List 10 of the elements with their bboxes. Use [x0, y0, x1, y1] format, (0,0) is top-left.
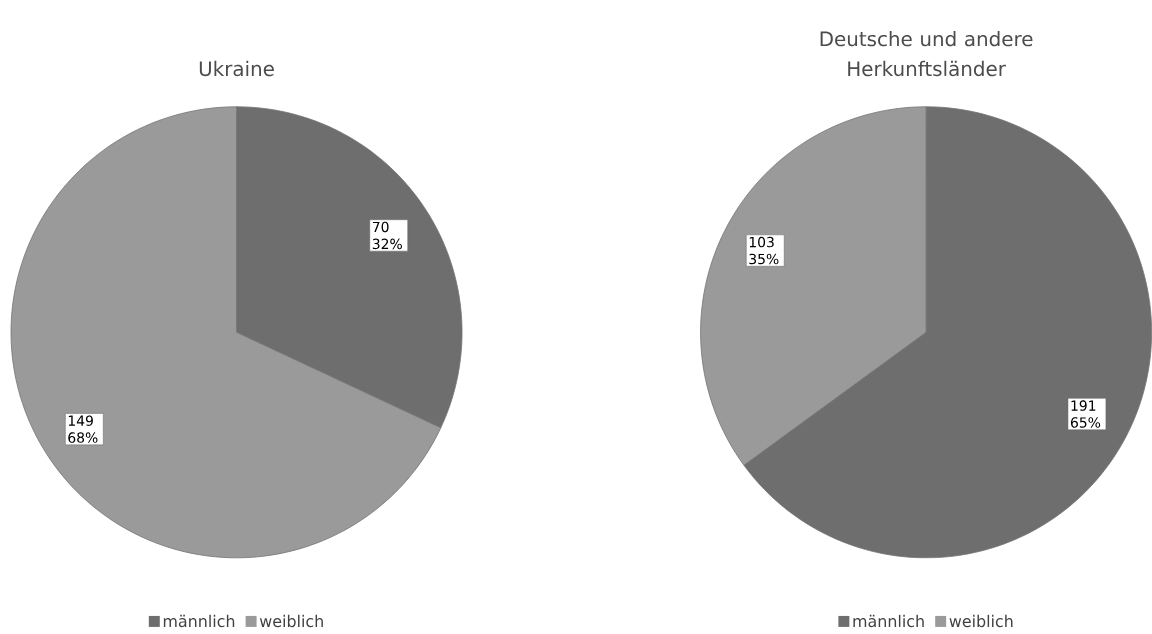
legend-label: männlich [853, 614, 924, 628]
legend-label: weiblich [949, 614, 1013, 628]
chart-title: Deutsche und andere Herkunftsländer [820, 31, 1033, 77]
data-label: 149 68% [68, 415, 98, 444]
data-label: 103 35% [749, 236, 779, 265]
chart-title: Ukraine [199, 60, 274, 77]
data-label: 70 32% [372, 221, 402, 250]
legend-label: weiblich [259, 614, 323, 628]
legend-label: männlich [163, 614, 235, 628]
data-label: 191 65% [1070, 400, 1101, 428]
